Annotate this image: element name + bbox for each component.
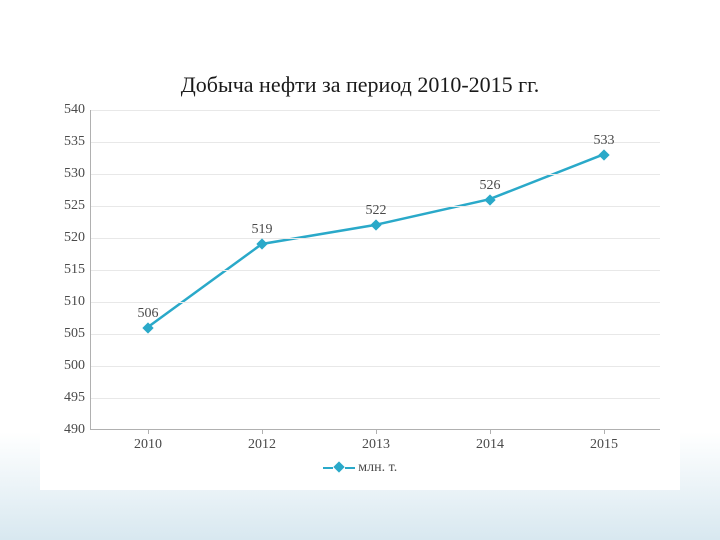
x-tick-label: 2014 <box>476 429 504 453</box>
data-label: 519 <box>252 222 273 238</box>
legend-marker-diamond-icon <box>333 462 344 473</box>
y-tick-label: 510 <box>64 294 91 310</box>
gridline <box>91 302 660 303</box>
y-tick-label: 490 <box>64 422 91 438</box>
legend-label: млн. т. <box>358 460 397 475</box>
gridline <box>91 366 660 367</box>
gridline <box>91 270 660 271</box>
legend: млн. т. <box>40 460 680 476</box>
gridline <box>91 174 660 175</box>
plot-area: 4904955005055105155205255305355402010201… <box>90 110 660 430</box>
data-label: 526 <box>480 178 501 194</box>
gridline <box>91 142 660 143</box>
gridline <box>91 238 660 239</box>
data-label: 506 <box>138 306 159 322</box>
chart-title: Добыча нефти за период 2010-2015 гг. <box>40 72 680 98</box>
y-tick-label: 525 <box>64 198 91 214</box>
y-tick-label: 515 <box>64 262 91 278</box>
x-tick-label: 2015 <box>590 429 618 453</box>
gridline <box>91 398 660 399</box>
data-label: 533 <box>594 133 615 149</box>
y-tick-label: 500 <box>64 358 91 374</box>
y-tick-label: 530 <box>64 166 91 182</box>
y-tick-label: 535 <box>64 134 91 150</box>
y-tick-label: 505 <box>64 326 91 342</box>
y-tick-label: 520 <box>64 230 91 246</box>
x-tick-label: 2010 <box>134 429 162 453</box>
legend-line-left <box>323 467 333 469</box>
x-tick-label: 2012 <box>248 429 276 453</box>
chart-container: Добыча нефти за период 2010-2015 гг. 490… <box>40 60 680 490</box>
y-tick-label: 540 <box>64 102 91 118</box>
legend-line-right <box>345 467 355 469</box>
x-tick-label: 2013 <box>362 429 390 453</box>
y-tick-label: 495 <box>64 390 91 406</box>
gridline <box>91 110 660 111</box>
data-label: 522 <box>366 203 387 219</box>
gridline <box>91 334 660 335</box>
